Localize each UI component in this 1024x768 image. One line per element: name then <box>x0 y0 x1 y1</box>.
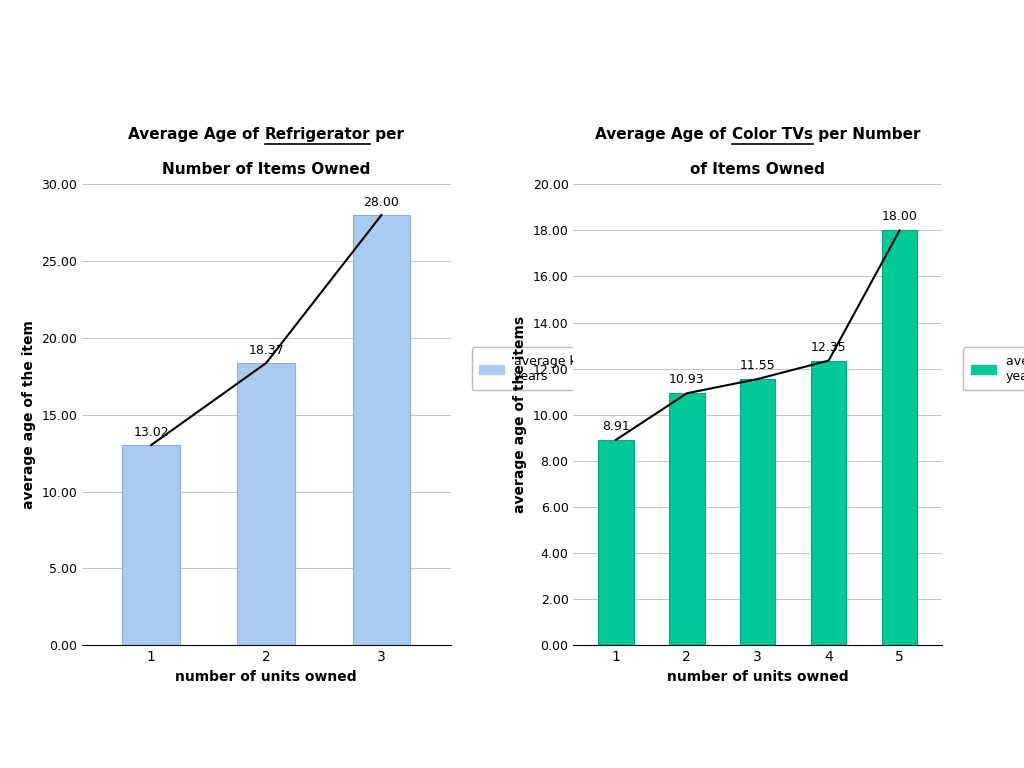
Text: 12.35: 12.35 <box>811 341 847 353</box>
Text: 28.00: 28.00 <box>364 196 399 209</box>
Text: Relationship between the Number of Products and Product Age: Relationship between the Number of Produ… <box>31 41 1024 69</box>
Text: 18.00: 18.00 <box>882 210 918 223</box>
Text: 13.02: 13.02 <box>133 426 169 439</box>
Text: Number of Items Owned: Number of Items Owned <box>162 161 371 177</box>
Text: 18.37: 18.37 <box>249 344 284 357</box>
Text: Refrigerator: Refrigerator <box>264 127 371 142</box>
Bar <box>238 363 295 645</box>
Bar <box>669 393 705 645</box>
Text: 11.55: 11.55 <box>740 359 775 372</box>
Text: Color TVs: Color TVs <box>731 127 813 142</box>
X-axis label: number of units owned: number of units owned <box>667 670 849 684</box>
Text: of Items Owned: of Items Owned <box>690 161 825 177</box>
Legend: average keeping
years: average keeping years <box>472 347 627 390</box>
Text: 10.93: 10.93 <box>669 373 705 386</box>
Bar <box>811 360 847 645</box>
Bar <box>122 445 180 645</box>
Text: Average Age of: Average Age of <box>595 127 731 142</box>
Y-axis label: average age of the item: average age of the item <box>22 320 36 509</box>
Text: Average Age of: Average Age of <box>128 127 264 142</box>
Text: 8.91: 8.91 <box>602 420 630 433</box>
Text: per Number: per Number <box>813 127 921 142</box>
Legend: average keeping
years: average keeping years <box>964 347 1024 390</box>
Y-axis label: average age of the items: average age of the items <box>513 316 527 513</box>
X-axis label: number of units owned: number of units owned <box>175 670 357 684</box>
Bar <box>882 230 918 645</box>
Bar <box>352 215 411 645</box>
Bar <box>598 440 634 645</box>
Text: per: per <box>371 127 404 142</box>
Bar <box>740 379 775 645</box>
